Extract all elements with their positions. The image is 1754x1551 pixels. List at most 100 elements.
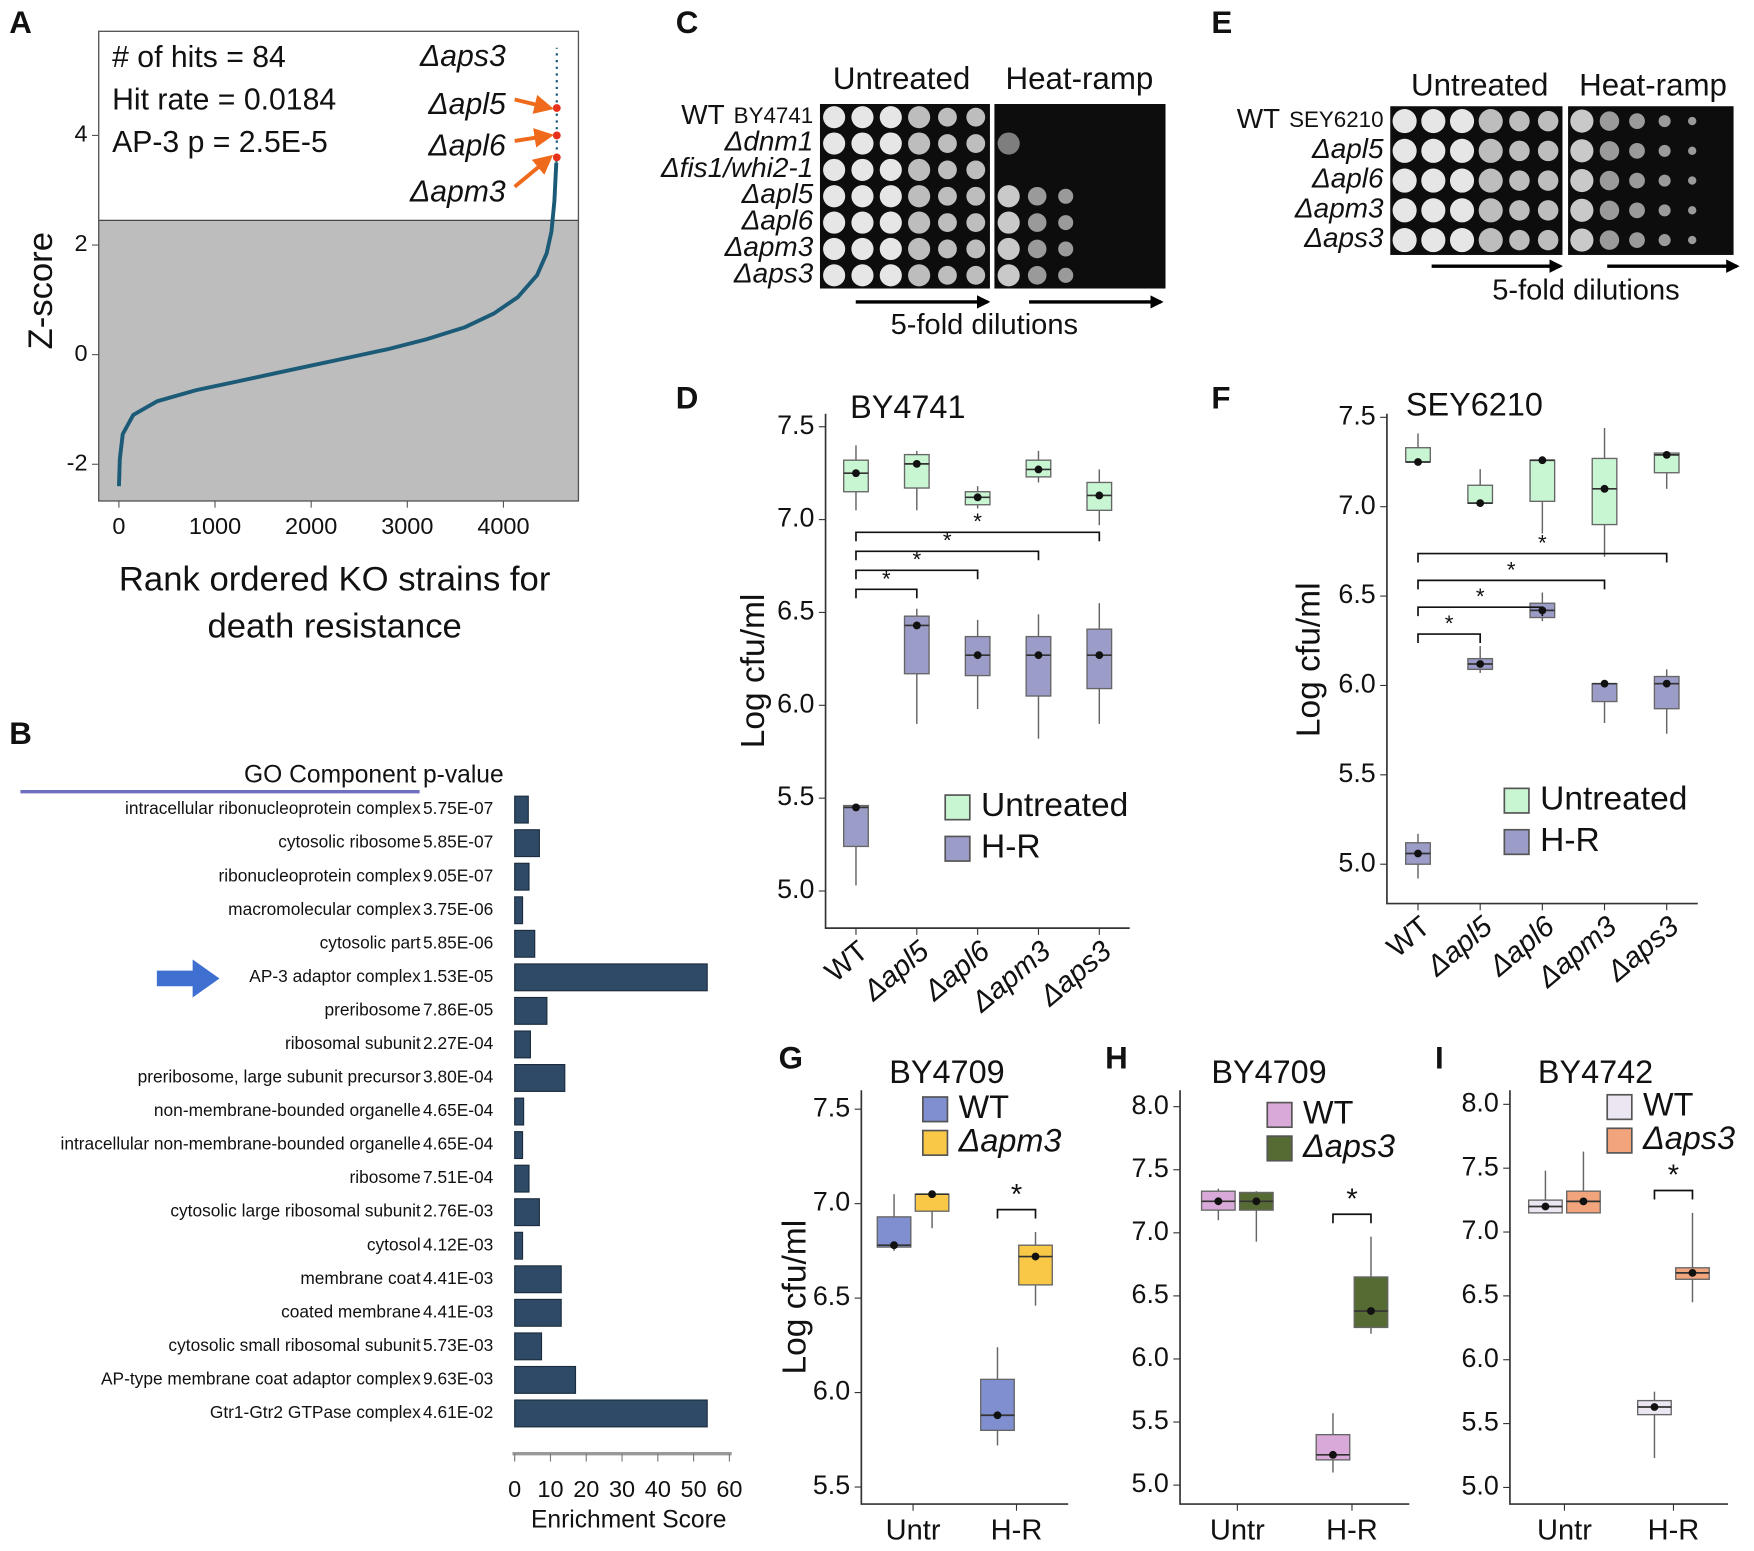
spot [1658,234,1671,247]
spot [1421,198,1446,223]
dilution-label: 5-fold dilutions [1492,275,1679,307]
y-tick-label: 5.5 [777,781,814,811]
spot [1658,204,1671,217]
legend-label: Δaps3 [1642,1120,1735,1156]
box-median-point [973,493,982,502]
significance-label: * [1445,611,1454,636]
strain-background: SEY6210 [1289,107,1383,132]
box-median-point [1579,1197,1588,1206]
x-tick-label: H-R [991,1515,1043,1547]
box-median-point [1034,651,1043,660]
strain-name: Δaps3 [733,258,814,289]
strain-label: Δapl6 [741,205,814,236]
hit-arrow [513,154,554,189]
significance-label: * [943,528,952,553]
spot [1599,170,1620,191]
box-median-point [1095,651,1104,660]
y-axis-label: Log cfu/ml [1291,582,1328,737]
bar [514,1131,524,1160]
legend-label: Untreated [981,787,1128,824]
condition-header: Untreated [1411,67,1548,102]
column-header: p-value [423,762,504,789]
spot [1421,138,1446,163]
strain-background: BY4741 [734,103,814,128]
x-tick-label: Untr [886,1515,941,1547]
strain-name: Δaps3 [1303,222,1384,253]
spot [1449,168,1475,193]
y-tick-label: 5.0 [1338,847,1375,877]
strain-name: Δdnm1 [724,126,814,157]
spot [823,132,846,155]
chart-title: BY4741 [850,389,965,425]
legend-label: WT [959,1089,1010,1125]
bar [514,1030,531,1059]
legend-label: Δapm3 [958,1122,1062,1158]
bar [514,1231,524,1260]
category-label: intracellular non-membrane-bounded organ… [60,1134,420,1154]
significance-bracket [1417,579,1606,590]
spot [938,239,957,259]
axes [1509,1090,1728,1505]
spot [997,211,1020,234]
spot [1658,174,1671,187]
box-median-point [912,459,921,468]
spot [1027,213,1047,232]
spot [1509,229,1530,251]
spot [823,158,846,181]
strain-label: WT BY4741 [681,100,813,131]
p-value-label: 5.85E-06 [423,932,493,952]
x-tick-label: 1000 [189,513,241,539]
category-label: ribonucleoprotein complex [218,865,421,885]
significance-label: * [1507,557,1516,582]
significance-bracket [1332,1213,1372,1224]
x-tick-label: 3000 [381,513,433,539]
box-median-point [1414,458,1422,466]
hit-point [552,104,561,112]
box-median-point [852,803,860,812]
box-median-point [1662,450,1671,459]
chart-title: BY4742 [1538,1054,1653,1090]
y-tick-label: -2 [67,449,88,475]
significance-bracket [1417,552,1668,563]
category-label: Gtr1-Gtr2 GTPase complex [210,1402,421,1422]
panel-letters: A B C D E F G H I [9,5,1443,1075]
significance-label: * [1476,584,1485,609]
y-tick-label: 7.5 [1338,400,1375,430]
x-tick-label: Untr [1210,1515,1265,1547]
y-tick-label: 6.0 [813,1376,850,1406]
condition-header: Heat-ramp [1005,61,1153,96]
strain-label: Δapl5 [1311,133,1384,164]
bar [514,862,530,891]
y-tick-label: 7.5 [1461,1151,1498,1181]
significance-bracket [855,569,979,580]
legend-swatch [1266,1135,1293,1162]
spot [997,237,1020,261]
box-median-point [1650,1403,1659,1411]
spot [1392,168,1417,193]
significance-label: * [973,509,982,534]
spot [1478,228,1503,253]
spot [851,264,874,287]
spot [1570,139,1594,163]
y-axis-label: Log cfu/ml [735,594,772,749]
spot [1629,113,1645,129]
category-label: AP-type membrane coat adaptor complex [101,1368,421,1388]
significance-label: * [1346,1183,1357,1215]
spot [966,239,986,259]
p-value-label: 5.75E-07 [423,798,493,818]
y-tick-label: 6.0 [777,688,814,718]
legend-swatch [944,794,971,821]
y-tick-label: 6.0 [1338,669,1375,699]
strain-label: Δapm3 [1294,193,1384,224]
p-value-label: 9.05E-07 [423,865,493,885]
spot [1570,169,1594,193]
spot [1537,170,1559,191]
box-median-point [912,621,921,630]
spot [1629,232,1645,248]
x-axis-label: Enrichment Score [531,1506,726,1533]
category-label: AP-3 adaptor complex [249,966,421,986]
y-tick-label: 7.0 [1338,490,1375,520]
box-median-point [852,469,860,478]
p-value-label: 3.80E-04 [423,1067,494,1087]
